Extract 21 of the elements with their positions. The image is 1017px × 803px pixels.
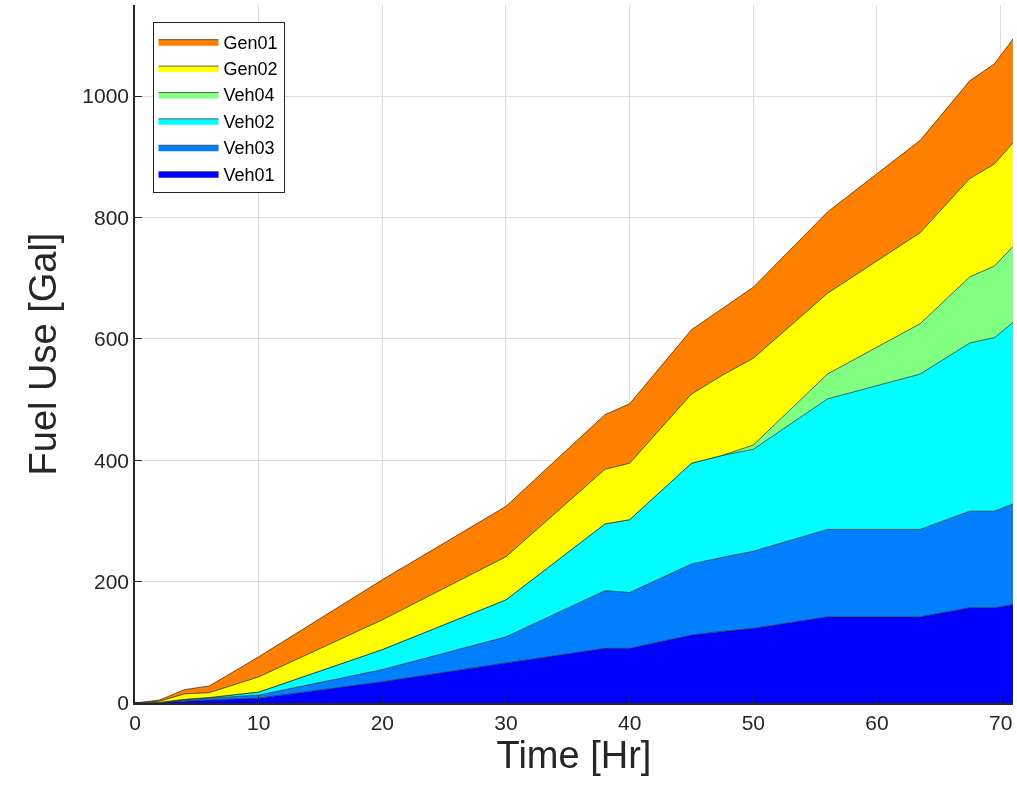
x-tick-label: 50 (741, 710, 765, 734)
x-tick-label: 20 (370, 710, 394, 734)
y-tick-label: 800 (94, 205, 130, 229)
legend-label: Veh03 (223, 138, 275, 159)
legend-label: Veh01 (223, 164, 275, 185)
x-tick-label: 40 (617, 710, 642, 734)
y-tick-label: 200 (94, 569, 130, 593)
legend-label: Veh02 (223, 111, 275, 132)
y-tick-label: 1000 (82, 84, 130, 108)
y-axis-title: Fuel Use [Gal] (22, 232, 65, 476)
y-tick-label: 600 (94, 327, 130, 351)
x-tick-label: 60 (865, 710, 889, 734)
legend-label: Gen01 (223, 32, 278, 53)
x-tick-label: 30 (494, 710, 518, 734)
x-axis-title: Time [Hr] (496, 733, 652, 776)
y-tick-label: 400 (94, 448, 130, 472)
legend-label: Veh04 (223, 85, 275, 106)
x-tick-label: 10 (246, 710, 271, 734)
x-tick-label: 70 (988, 710, 1013, 734)
y-tick-label: 0 (117, 691, 130, 715)
legend-label: Gen02 (223, 59, 278, 80)
